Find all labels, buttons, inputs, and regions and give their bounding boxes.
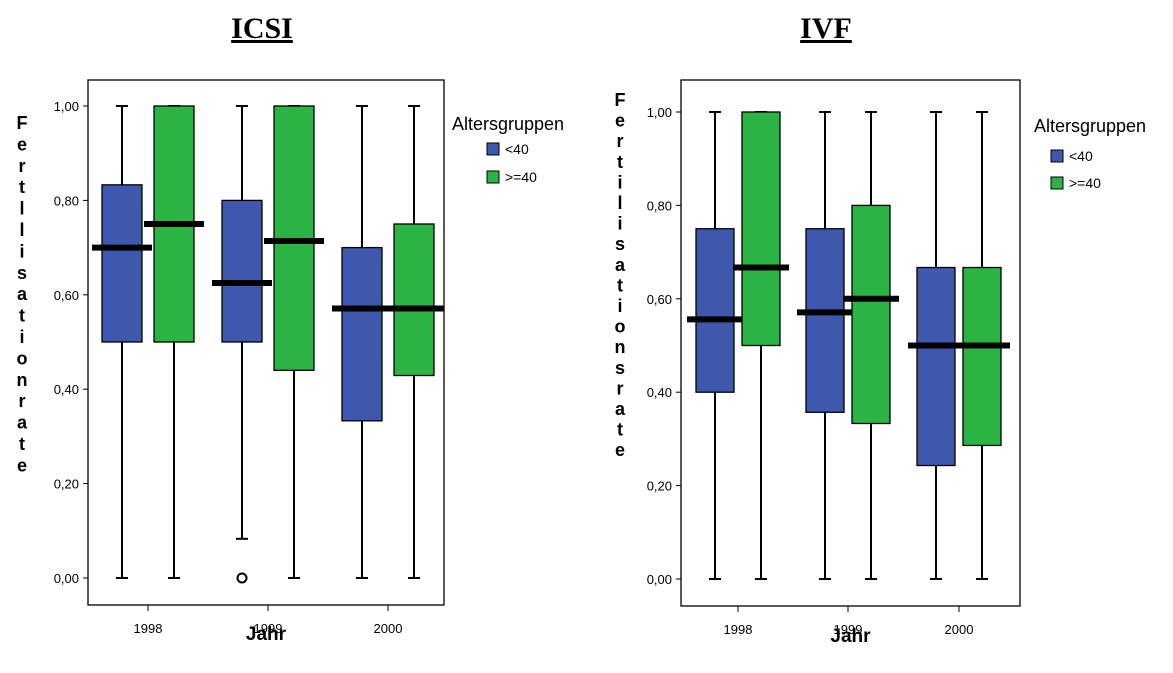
y-tick-label: 0,60 <box>647 292 672 307</box>
box-40-2000 <box>384 106 444 578</box>
box-40-2000 <box>332 106 392 578</box>
x-axis-title: Jahr <box>246 624 287 645</box>
legend-label: >=40 <box>505 169 537 185</box>
legend-title: Altersgruppen <box>452 114 564 134</box>
y-tick-label: 0,00 <box>54 571 79 586</box>
box-iqr <box>222 200 262 342</box>
box-iqr <box>917 268 955 466</box>
legend-label: <40 <box>505 141 529 157</box>
box-iqr <box>963 268 1001 446</box>
legend-swatch <box>487 143 499 155</box>
y-tick-label: 1,00 <box>54 99 79 114</box>
legend-title: Altersgruppen <box>1034 116 1146 136</box>
x-tick-label: 1998 <box>134 621 163 636</box>
chart-title: IVF <box>800 12 852 45</box>
legend-label: <40 <box>1069 148 1093 164</box>
y-tick-label: 0,40 <box>54 382 79 397</box>
box-iqr <box>102 185 142 342</box>
box-40-1998 <box>733 112 789 579</box>
y-tick-label: 0,20 <box>54 477 79 492</box>
box-40-1999 <box>212 106 272 583</box>
box-iqr <box>394 224 434 376</box>
box-40-2000 <box>954 112 1010 579</box>
legend-swatch <box>1051 150 1063 162</box>
x-axis-title: Jahr <box>830 626 871 647</box>
box-iqr <box>696 229 734 392</box>
box-iqr <box>806 229 844 413</box>
y-tick-label: 1,00 <box>647 105 672 120</box>
x-tick-label: 1998 <box>724 622 753 637</box>
legend-swatch <box>487 171 499 183</box>
y-tick-label: 0,80 <box>54 193 79 208</box>
chart-title: ICSI <box>231 12 293 45</box>
outlier-point <box>238 574 247 583</box>
x-tick-label: 2000 <box>374 621 403 636</box>
legend-swatch <box>1051 177 1063 189</box>
y-tick-label: 0,20 <box>647 479 672 494</box>
x-tick-label: 2000 <box>945 622 974 637</box>
box-40-1998 <box>687 112 743 579</box>
box-40-1999 <box>797 112 853 579</box>
legend: Altersgruppen <40 >=40 <box>1034 116 1146 191</box>
legend: Altersgruppen <40 >=40 <box>452 114 564 185</box>
box-iqr <box>342 248 382 421</box>
box-40-1999 <box>843 112 899 579</box>
legend-label: >=40 <box>1069 175 1101 191</box>
box-40-1998 <box>144 106 204 578</box>
y-tick-label: 0,00 <box>647 572 672 587</box>
y-tick-label: 0,60 <box>54 288 79 303</box>
box-40-1998 <box>92 106 152 578</box>
y-tick-label: 0,80 <box>647 198 672 213</box>
y-tick-label: 0,40 <box>647 385 672 400</box>
box-iqr <box>742 112 780 346</box>
box-40-1999 <box>264 106 324 578</box>
box-iqr <box>852 205 890 423</box>
